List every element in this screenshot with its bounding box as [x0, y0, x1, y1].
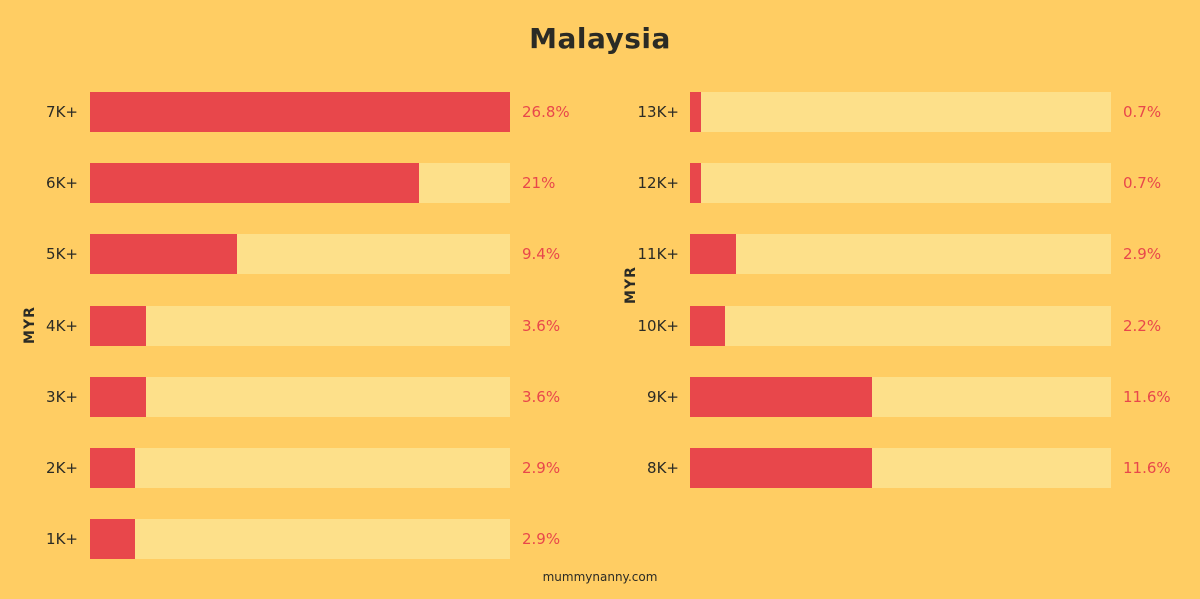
bar-track	[90, 163, 510, 203]
bar	[690, 92, 701, 132]
bar-row: 6K+ 21%	[0, 163, 1200, 203]
value-label: 0.7%	[1123, 174, 1162, 192]
category-label: 7K+	[46, 103, 78, 121]
value-label: 2.9%	[522, 459, 561, 477]
value-label: 11.6%	[1123, 459, 1171, 477]
category-label: 8K+	[647, 459, 679, 477]
bar-track	[690, 234, 1111, 274]
value-label: 21%	[522, 174, 556, 192]
bar	[90, 92, 510, 132]
bar-track	[90, 519, 510, 559]
bar-track	[90, 377, 510, 417]
value-label: 3.6%	[522, 388, 561, 406]
bar-row: 10K+ 2.2%	[0, 306, 1200, 346]
category-label: 11K+	[637, 245, 680, 263]
bar-row: 4K+ 3.6%	[0, 306, 1200, 346]
value-label: 0.7%	[1123, 103, 1162, 121]
value-label: 26.8%	[522, 103, 570, 121]
value-label: 2.9%	[522, 530, 561, 548]
source-credit: mummynanny.com	[542, 570, 658, 584]
bar	[690, 163, 701, 203]
bar-row: 9K+ 11.6%	[0, 377, 1200, 417]
value-label: 9.4%	[522, 245, 561, 263]
bar-track	[690, 92, 1111, 132]
category-label: 6K+	[46, 174, 78, 192]
category-label: 3K+	[46, 388, 78, 406]
bar	[690, 377, 873, 417]
bar	[90, 519, 136, 559]
bar-row: 8K+ 11.6%	[0, 448, 1200, 488]
bar	[690, 306, 725, 346]
bar-track	[90, 448, 510, 488]
bar-track	[90, 234, 510, 274]
bar	[90, 377, 147, 417]
category-label: 9K+	[647, 388, 679, 406]
category-label: 2K+	[46, 459, 78, 477]
bar-track	[690, 306, 1111, 346]
bar-row: 2K+ 2.9%	[0, 448, 1200, 488]
bar	[90, 306, 147, 346]
value-label: 2.9%	[1123, 245, 1162, 263]
value-label: 11.6%	[1123, 388, 1171, 406]
value-label: 3.6%	[522, 317, 561, 335]
bar	[690, 448, 873, 488]
category-label: 13K+	[637, 103, 680, 121]
value-label: 2.2%	[1123, 317, 1162, 335]
bar-track	[690, 163, 1111, 203]
bar-row: 5K+ 9.4%	[0, 234, 1200, 274]
category-label: 4K+	[46, 317, 78, 335]
category-label: 12K+	[637, 174, 680, 192]
category-label: 1K+	[46, 530, 78, 548]
bar	[90, 448, 136, 488]
category-label: 10K+	[637, 317, 680, 335]
bar-row: 3K+ 3.6%	[0, 377, 1200, 417]
category-label: 5K+	[46, 245, 78, 263]
bar-track	[690, 377, 1111, 417]
bar-track	[90, 306, 510, 346]
bar-row: 13K+ 0.7%	[0, 92, 1200, 132]
bar-row: 12K+ 0.7%	[0, 163, 1200, 203]
bar-track	[690, 448, 1111, 488]
bar-row: 11K+ 2.9%	[0, 234, 1200, 274]
bar	[90, 234, 238, 274]
bar	[90, 163, 420, 203]
chart-title: Malaysia	[529, 22, 671, 55]
bar	[690, 234, 736, 274]
bar-row: 7K+ 26.8%	[0, 92, 1200, 132]
bar-track	[90, 92, 510, 132]
bar-row: 1K+ 2.9%	[0, 519, 1200, 559]
